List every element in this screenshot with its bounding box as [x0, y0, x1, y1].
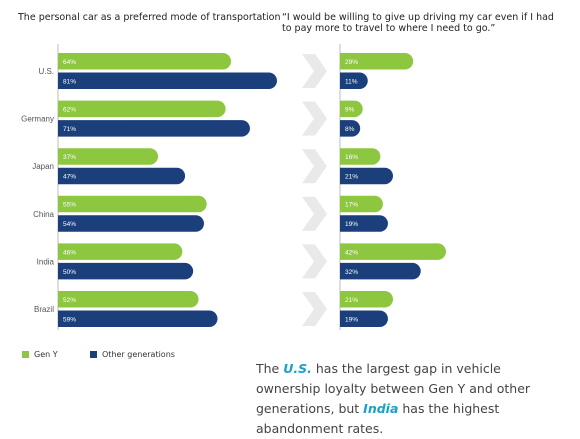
left-bar-brazil-other-generations — [58, 310, 218, 327]
left-bar-china-other-generations — [58, 215, 205, 232]
left-data-label-germany-gen-y: 62% — [63, 106, 76, 113]
right-bar-china-gen-y — [340, 195, 383, 213]
left-data-label-china-other-generations: 54% — [63, 221, 76, 228]
right-chart-title: “I would be willing to give up driving m… — [282, 12, 554, 34]
left-data-label-u-s-other-generations: 81% — [63, 78, 76, 85]
chart-figure: The personal car as a preferred mode of … — [18, 12, 554, 436]
chevron-arrow-u-s — [302, 54, 327, 88]
left-data-label-india-other-generations: 50% — [63, 269, 76, 276]
left-data-label-u-s-gen-y: 64% — [63, 59, 76, 66]
note-text-2: has the largest gap in vehicle ownership… — [256, 361, 531, 416]
chevron-arrow-india — [302, 244, 327, 279]
right-bar-india-other-generations — [340, 262, 421, 280]
right-bar-u-s-gen-y — [340, 53, 414, 70]
right-bar-brazil-other-generations — [340, 310, 388, 327]
left-chart-title: The personal car as a preferred mode of … — [18, 12, 281, 23]
legend-item-gen-y: Gen Y — [22, 347, 58, 361]
right-data-label-india-gen-y: 42% — [345, 249, 358, 256]
bar-charts: 64% 81% U.S. 62% 71% Germany 37% 47% Japan 55% 54%… — [21, 44, 446, 330]
left-bar-japan-other-generations — [58, 167, 186, 185]
left-bar-india-other-generations — [58, 262, 194, 280]
legend-label-other-generations: Other generations — [102, 349, 175, 359]
right-data-label-germany-other-generations: 8% — [345, 126, 355, 133]
right-bar-u-s-other-generations — [340, 72, 368, 89]
right-data-label-brazil-other-generations: 19% — [345, 316, 358, 323]
right-data-label-japan-gen-y: 16% — [345, 154, 358, 161]
left-bar-u-s-gen-y — [58, 53, 232, 70]
left-data-label-brazil-other-generations: 59% — [63, 316, 76, 323]
right-bar-germany-gen-y — [340, 100, 363, 118]
right-data-label-germany-gen-y: 9% — [345, 106, 355, 113]
left-bar-china-gen-y — [58, 195, 207, 213]
right-bar-germany-other-generations — [340, 120, 361, 137]
category-label-india: India — [37, 257, 55, 266]
note-highlight-india: India — [363, 401, 399, 416]
right-data-label-india-other-generations: 32% — [345, 269, 358, 276]
summary-note: The U.S. has the largest gap in vehicle … — [256, 359, 566, 439]
left-bar-u-s-other-generations — [58, 72, 278, 89]
chevron-arrow-brazil — [302, 292, 327, 326]
right-bar-brazil-gen-y — [340, 291, 393, 308]
right-data-label-u-s-gen-y: 29% — [345, 59, 358, 66]
category-label-u-s: U.S. — [38, 67, 54, 76]
right-data-label-brazil-gen-y: 21% — [345, 297, 358, 304]
legend-label-gen-y: Gen Y — [34, 349, 58, 359]
left-data-label-germany-other-generations: 71% — [63, 126, 76, 133]
right-bar-india-gen-y — [340, 243, 446, 260]
right-bar-japan-other-generations — [340, 167, 393, 185]
note-highlight-us: U.S. — [283, 361, 312, 376]
left-bar-germany-gen-y — [58, 100, 226, 118]
left-bar-india-gen-y — [58, 243, 183, 260]
category-label-germany: Germany — [21, 115, 54, 124]
legend-swatch-gen-y — [22, 350, 29, 358]
right-data-label-china-gen-y: 17% — [345, 202, 358, 209]
left-data-label-china-gen-y: 55% — [63, 202, 76, 209]
left-data-label-india-gen-y: 46% — [63, 249, 76, 256]
note-text-1: The — [256, 361, 284, 376]
right-data-label-china-other-generations: 19% — [345, 221, 358, 228]
left-data-label-japan-gen-y: 37% — [63, 154, 76, 161]
right-bar-japan-gen-y — [340, 148, 381, 165]
legend-swatch-other-generations — [90, 350, 97, 358]
chevron-arrow-japan — [302, 149, 327, 184]
right-data-label-japan-other-generations: 21% — [345, 174, 358, 181]
legend-item-other-generations: Other generations — [90, 347, 175, 361]
category-label-japan: Japan — [32, 162, 54, 171]
category-label-china: China — [33, 210, 54, 219]
right-data-label-u-s-other-generations: 11% — [345, 78, 358, 85]
category-label-brazil: Brazil — [34, 305, 54, 314]
chevron-arrow-germany — [302, 101, 327, 136]
chevron-arrow-china — [302, 196, 327, 231]
left-data-label-japan-other-generations: 47% — [63, 174, 76, 181]
left-bar-brazil-gen-y — [58, 291, 199, 308]
left-data-label-brazil-gen-y: 52% — [63, 297, 76, 304]
left-bar-germany-other-generations — [58, 120, 250, 137]
right-bar-china-other-generations — [340, 215, 388, 232]
left-bar-japan-gen-y — [58, 148, 159, 165]
